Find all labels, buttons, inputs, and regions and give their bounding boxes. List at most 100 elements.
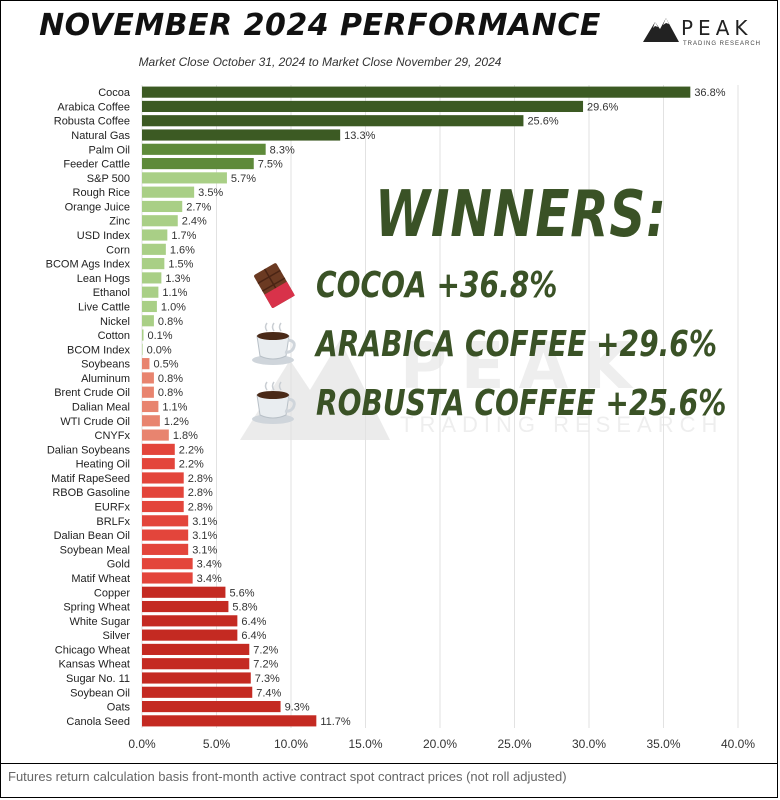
category-label: Soybean Meal bbox=[60, 544, 130, 556]
winner-cocoa: COCOA +36.8% bbox=[248, 258, 626, 312]
data-label: 7.2% bbox=[253, 644, 278, 656]
data-label: 1.1% bbox=[162, 287, 187, 299]
category-label: Soybean Oil bbox=[70, 687, 130, 699]
data-label: 1.8% bbox=[173, 430, 198, 442]
bar bbox=[142, 129, 341, 141]
coffee-cup-icon bbox=[248, 376, 302, 430]
chart-subtitle: Market Close October 31, 2024 to Market … bbox=[138, 55, 502, 69]
category-label: Rough Rice bbox=[73, 187, 130, 199]
data-label: 7.5% bbox=[258, 159, 283, 171]
winner-arabica-text: ARABICA COFFEE +29.6% bbox=[316, 323, 717, 365]
data-label: 0.1% bbox=[147, 330, 172, 342]
logo-tagline: TRADING RESEARCH bbox=[683, 41, 762, 47]
data-label: 36.8% bbox=[694, 87, 725, 99]
data-label: 7.2% bbox=[253, 659, 278, 671]
category-label: Canola Seed bbox=[66, 716, 130, 728]
category-label: Robusta Coffee bbox=[54, 116, 130, 128]
data-label: 0.8% bbox=[158, 316, 183, 328]
bar bbox=[142, 329, 144, 341]
category-label: Sugar No. 11 bbox=[66, 673, 130, 685]
category-label: White Sugar bbox=[69, 616, 130, 628]
category-label: Arabica Coffee bbox=[57, 101, 130, 113]
data-label: 2.2% bbox=[179, 444, 204, 456]
data-label: 1.2% bbox=[164, 416, 189, 428]
data-label: 0.8% bbox=[158, 387, 183, 399]
bar bbox=[142, 643, 250, 655]
bar bbox=[142, 415, 160, 427]
data-label: 6.4% bbox=[241, 630, 266, 642]
watermark-tagline: TRADING RESEARCH bbox=[400, 412, 724, 437]
data-label: 1.6% bbox=[170, 244, 195, 256]
x-tick-label: 30.0% bbox=[572, 737, 606, 751]
bar bbox=[142, 343, 143, 355]
data-label: 7.4% bbox=[256, 687, 281, 699]
x-tick-label: 10.0% bbox=[274, 737, 308, 751]
category-label: USD Index bbox=[77, 230, 131, 242]
bar bbox=[142, 115, 524, 127]
category-label: Dalian Soybeans bbox=[47, 444, 131, 456]
category-label: Ethanol bbox=[93, 287, 130, 299]
bar bbox=[142, 158, 254, 170]
data-label: 3.1% bbox=[192, 530, 217, 542]
data-label: 0.5% bbox=[153, 359, 178, 371]
bar bbox=[142, 172, 227, 184]
bar bbox=[142, 472, 184, 484]
data-label: 1.1% bbox=[162, 402, 187, 414]
bar bbox=[142, 358, 150, 370]
winner-arabica: ARABICA COFFEE +29.6% bbox=[248, 317, 780, 371]
category-label: Gold bbox=[107, 559, 130, 571]
category-label: Cocoa bbox=[98, 87, 131, 99]
bar bbox=[142, 715, 317, 727]
data-label: 8.3% bbox=[270, 144, 295, 156]
winner-cocoa-text: COCOA +36.8% bbox=[316, 264, 558, 306]
data-label: 9.3% bbox=[285, 702, 310, 714]
category-label: Heating Oil bbox=[76, 459, 130, 471]
bar bbox=[142, 572, 193, 584]
chocolate-bar-icon bbox=[248, 258, 302, 312]
bar bbox=[142, 143, 266, 155]
category-label: Matif RapeSeed bbox=[51, 473, 130, 485]
category-label: Cotton bbox=[98, 330, 130, 342]
mountain-logo-icon bbox=[643, 18, 679, 42]
bar bbox=[142, 186, 195, 198]
data-label: 11.7% bbox=[320, 716, 351, 728]
winners-heading: WINNERS: bbox=[375, 178, 667, 252]
bar-chart: 0.0% 5.0% 10.0% 15.0% 20.0% 25.0% 30.0% 35.0% 40… bbox=[46, 85, 755, 751]
category-label: CNYFx bbox=[95, 430, 131, 442]
category-label: RBOB Gasoline bbox=[52, 487, 130, 499]
bar bbox=[142, 486, 184, 498]
bar bbox=[142, 700, 281, 713]
bar bbox=[142, 372, 154, 384]
data-label: 1.0% bbox=[161, 301, 186, 313]
data-label: 0.8% bbox=[158, 373, 183, 385]
category-label: Spring Wheat bbox=[63, 602, 130, 614]
x-tick-label: 40.0% bbox=[721, 737, 755, 751]
bar bbox=[142, 286, 159, 298]
category-label: Dalian Bean Oil bbox=[54, 530, 130, 542]
data-label: 3.1% bbox=[192, 544, 217, 556]
category-label: Matif Wheat bbox=[71, 573, 130, 585]
x-tick-label: 5.0% bbox=[203, 737, 231, 751]
category-label: Aluminum bbox=[81, 373, 130, 385]
footer-note: Futures return calculation basis front-m… bbox=[8, 769, 567, 784]
category-label: Palm Oil bbox=[88, 144, 130, 156]
data-label: 2.2% bbox=[179, 459, 204, 471]
data-label: 7.3% bbox=[255, 673, 280, 685]
category-label: Lean Hogs bbox=[77, 273, 131, 285]
data-label: 1.3% bbox=[165, 273, 190, 285]
bar bbox=[142, 458, 175, 470]
bar bbox=[142, 86, 691, 98]
bar bbox=[142, 515, 189, 527]
peak-logo: PEAK TRADING RESEARCH bbox=[643, 14, 773, 50]
bar bbox=[142, 100, 584, 113]
data-label: 25.6% bbox=[527, 116, 558, 128]
footer-divider bbox=[0, 763, 778, 764]
data-label: 3.4% bbox=[197, 559, 222, 571]
data-label: 1.5% bbox=[168, 259, 193, 271]
bar bbox=[142, 586, 226, 598]
data-label: 2.8% bbox=[188, 502, 213, 514]
data-label: 2.8% bbox=[188, 473, 213, 485]
x-tick-label: 15.0% bbox=[348, 737, 382, 751]
bar bbox=[142, 229, 168, 241]
